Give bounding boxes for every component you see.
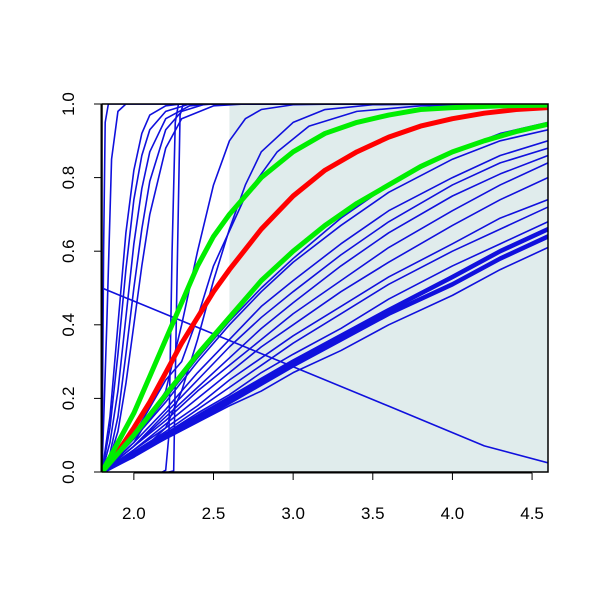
- series-line-18: [102, 162, 548, 472]
- x-tick-label: 2.5: [202, 504, 226, 523]
- series-layer: [102, 104, 548, 472]
- x-tick-label: 3.5: [361, 504, 385, 523]
- series-line-5: [102, 104, 548, 472]
- shaded-region-layer: [229, 104, 548, 472]
- series-line-27: [102, 105, 548, 472]
- series-line-9: [168, 104, 548, 472]
- x-tick-label: 4.5: [520, 504, 544, 523]
- series-line-17: [102, 154, 548, 472]
- series-line-16: [102, 147, 548, 472]
- y-axis: 0.0 0.2 0.4 0.6 0.8 1.0: [59, 92, 102, 484]
- series-line-25: [102, 246, 548, 472]
- y-tick-label: 0.2: [59, 387, 78, 411]
- series-line-26: [102, 287, 548, 464]
- x-tick-label: 4.0: [441, 504, 465, 523]
- series-line-3: [102, 104, 548, 472]
- y-tick-label: 0.0: [59, 460, 78, 484]
- series-line-2: [102, 104, 548, 472]
- y-tick-label: 1.0: [59, 92, 78, 116]
- x-tick-label: 3.0: [281, 504, 305, 523]
- series-line-1: [102, 104, 548, 472]
- series-line-14: [102, 128, 548, 472]
- plot-frame: [101, 103, 549, 473]
- series-line-7: [102, 104, 548, 472]
- shaded-region: [229, 104, 548, 472]
- x-axis: 2.0 2.5 3.0 3.5 4.0 4.5: [122, 472, 544, 523]
- y-tick-label: 0.8: [59, 166, 78, 190]
- series-line-12: [102, 104, 548, 472]
- series-line-20: [102, 198, 548, 472]
- series-line-15: [102, 140, 548, 472]
- y-tick-label: 0.6: [59, 239, 78, 263]
- series-line-21: [102, 206, 548, 472]
- series-line-28: [102, 104, 548, 472]
- series-line-19: [102, 176, 548, 472]
- series-line-8: [161, 104, 548, 472]
- series-line-6: [102, 104, 548, 472]
- x-tick-label: 2.0: [122, 504, 146, 523]
- y-tick-label: 0.4: [59, 313, 78, 337]
- series-line-24: [102, 234, 548, 472]
- series-line-29: [102, 121, 548, 472]
